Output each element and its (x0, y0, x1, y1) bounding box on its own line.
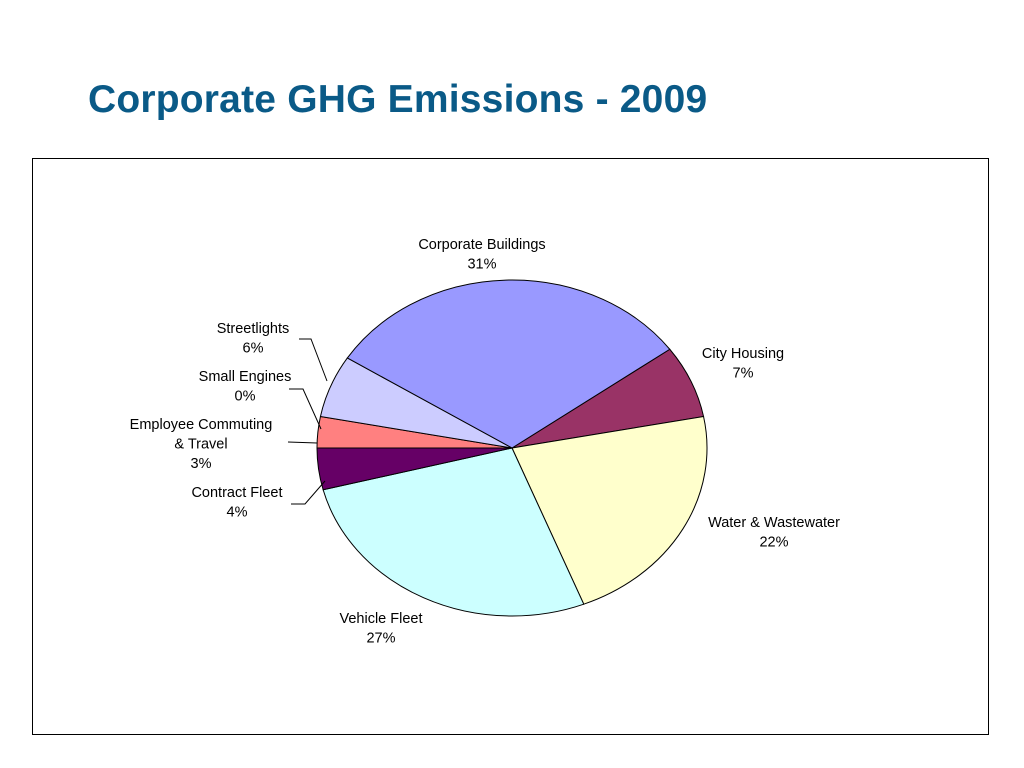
leader-line-small-engines (289, 388, 322, 430)
leader-lines (287, 338, 328, 505)
slice-label-streetlights: Streetlights 6% (217, 321, 290, 357)
slice-labels: City Housing 7% Water & Wastewater 22% Vehic… (130, 237, 840, 647)
leader-line-contract-fleet (291, 480, 326, 505)
slice-label-city-housing: City Housing 7% (702, 346, 784, 382)
slice-label-water-and-wastewater: Water & Wastewater 22% (708, 515, 840, 551)
leader-line-streetlights (299, 338, 328, 382)
pie-slices (316, 279, 708, 617)
slice-label-contract-fleet: Contract Fleet 4% (191, 485, 282, 521)
pie-chart: City Housing 7% Water & Wastewater 22% Vehic… (130, 237, 840, 647)
slice-label-vehicle-fleet: Vehicle Fleet 27% (339, 611, 422, 647)
slice-label-employee-commuting-and-travel: Employee Commuting & Travel 3% (130, 417, 273, 472)
slice-label-small-engines: Small Engines 0% (199, 369, 292, 405)
slide-title: Corporate GHG Emissions - 2009 (88, 78, 708, 121)
leader-line-employee-commuting-and-travel (287, 441, 318, 444)
pie-slice-water-and-wastewater (511, 415, 708, 605)
pie-slice-corporate-buildings (346, 279, 671, 449)
chart-frame: City Housing 7% Water & Wastewater 22% Vehic… (32, 158, 989, 735)
pie-slice-vehicle-fleet (322, 447, 585, 617)
slice-label-corporate-buildings: Corporate Buildings 31% (418, 237, 545, 273)
